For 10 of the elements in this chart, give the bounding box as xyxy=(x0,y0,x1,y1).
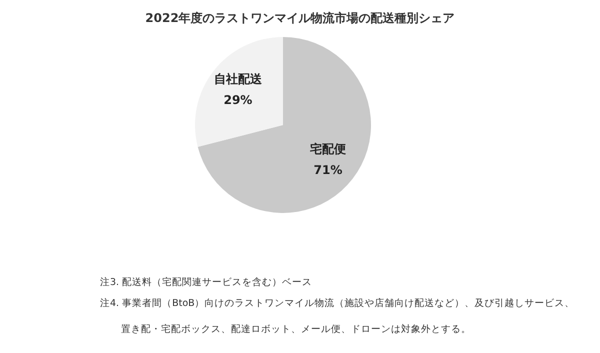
text: 注4. 事業者間（BtoB）向けのラストワンマイル物流（施設や店舗向け配送など）、及び引越しサービス、 xyxy=(100,297,575,309)
text: 注3. 配送料（宅配関連サービスを含む）ベース xyxy=(100,276,312,288)
text: 置き配・宅配ボックス、配達ロボット、メール便、ドローンは対象外とする。 xyxy=(121,323,471,335)
pie-slice xyxy=(195,37,283,147)
data-label: 71% xyxy=(314,162,342,177)
slice-label: 宅配便 xyxy=(310,142,346,156)
pie-slice xyxy=(198,37,371,213)
chart-title: 2022年度のラストワンマイル物流市場の配送種別シェア xyxy=(145,11,455,25)
slice-label: 自社配送 xyxy=(214,72,263,86)
data-label: 29% xyxy=(224,93,252,108)
